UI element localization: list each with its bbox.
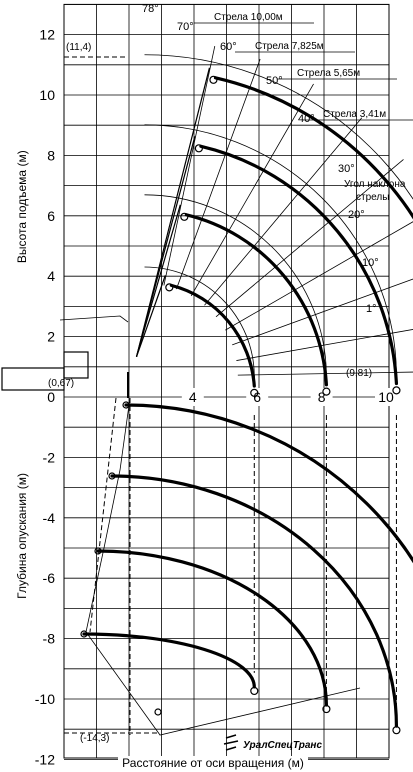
y-tick-label: 12 <box>39 27 55 43</box>
y-tick-label: 4 <box>47 268 55 284</box>
angle-ray <box>176 58 261 290</box>
reach-circle <box>144 194 327 374</box>
hook-mark <box>322 704 331 714</box>
lower-reach-curve <box>82 632 256 689</box>
tick-label-background <box>246 388 269 406</box>
hook-mark <box>122 401 130 409</box>
chart-grid <box>38 3 397 760</box>
hook-mark <box>180 212 189 221</box>
boom-line <box>135 204 181 357</box>
brand-logo-icon <box>223 734 239 751</box>
chart-marks <box>1 67 401 751</box>
angle-ray <box>237 371 413 376</box>
angle-label: 20° <box>348 209 365 221</box>
tick-label-background <box>310 388 333 406</box>
x-axis-title-background <box>118 756 308 770</box>
reach-circle <box>144 124 397 373</box>
angle-label: 30° <box>338 163 355 175</box>
hook-mark <box>154 708 162 716</box>
lower-reach-curve <box>124 403 413 564</box>
y-axis-title-lower: Глубина опускания (м) <box>15 473 29 599</box>
x-tick-label: 10 <box>378 389 394 405</box>
angle-label: 70° <box>177 21 194 33</box>
hook-mark <box>194 144 203 153</box>
tick-label-background <box>375 388 397 406</box>
x-tick-label: 8 <box>318 389 326 405</box>
angle-ray <box>236 329 413 361</box>
boom-line <box>135 275 166 357</box>
y-tick-label: -2 <box>43 449 56 465</box>
angle-title-line2: стрелы <box>356 192 389 203</box>
chart-labels: 12 10 8 6 4 2 0 -2 -4 -6 -8 -10 -12 4 6 8 10 Высота подъе… <box>15 3 406 770</box>
brand-name: УралСпецТранс <box>243 740 322 751</box>
point-annotation: (0,67) <box>48 378 74 389</box>
angle-ray <box>163 45 216 286</box>
hook-mark <box>94 547 102 555</box>
crane-column <box>63 351 89 379</box>
angle-label: 78° <box>142 3 159 15</box>
x-tick-label: 6 <box>253 389 261 405</box>
y-tick-label: -6 <box>43 570 56 586</box>
x-axis-title: Расстояние от оси вращения (м) <box>122 756 304 770</box>
hook-mark <box>250 686 259 696</box>
tick-label-background <box>181 388 204 406</box>
tick-label-background <box>38 388 60 406</box>
reach-circle <box>144 54 413 200</box>
angle-ray <box>225 221 413 331</box>
crane-base <box>1 367 65 391</box>
lower-boom-outline <box>85 397 361 736</box>
angle-label: 50° <box>266 75 283 87</box>
hook-mark <box>80 630 88 638</box>
angle-ray <box>204 117 363 306</box>
series-label: Стрела 7,825м <box>255 41 324 52</box>
hook-mark <box>165 283 174 292</box>
hook-mark <box>392 386 401 395</box>
boom-line <box>135 136 196 357</box>
x-tick-label: 4 <box>189 389 197 405</box>
hook-mark <box>108 472 116 480</box>
boom-drop-line <box>89 397 117 633</box>
hook-mark <box>209 75 218 84</box>
hook-mark <box>322 387 331 396</box>
angle-ray <box>190 83 314 297</box>
upper-reach-curve <box>184 213 329 387</box>
angle-label: 10° <box>362 257 379 269</box>
series-label: Стрела 5,65м <box>297 68 360 79</box>
y-tick-label: 8 <box>47 147 55 163</box>
y-tick-label: -12 <box>35 751 55 767</box>
y-tick-label: 0 <box>47 389 55 405</box>
point-annotation: (9,81) <box>346 368 372 379</box>
y-tick-label: 10 <box>39 87 55 103</box>
y-axis-title-upper: Высота подъема (м) <box>15 150 29 263</box>
hook-mark <box>250 388 259 397</box>
y-tick-label: -4 <box>43 510 56 526</box>
series-label: Стрела 10,00м <box>214 12 283 23</box>
y-tick-label: 6 <box>47 208 55 224</box>
point-annotation: (11,4) <box>66 42 91 53</box>
lower-reach-curve <box>96 549 329 707</box>
angle-label: 40° <box>298 113 315 125</box>
reach-circle <box>144 266 255 375</box>
angle-label: 1° <box>366 303 377 315</box>
angle-ray <box>232 278 413 346</box>
boom-reach-arcs <box>64 22 413 736</box>
lower-reach-curve <box>110 474 399 728</box>
upper-reach-curve <box>169 283 256 388</box>
angle-ray <box>215 159 404 318</box>
hook-mark <box>392 726 401 735</box>
crane-boom-folded <box>59 315 129 323</box>
angle-title-line1: Угол наклона <box>344 179 406 190</box>
y-tick-label: -8 <box>43 631 56 647</box>
point-annotation: (-14,3) <box>80 733 109 744</box>
series-label: Стрела 3,41м <box>323 109 386 120</box>
angle-label: 60° <box>220 41 237 53</box>
upper-reach-curve <box>213 76 413 220</box>
y-tick-label: -10 <box>35 691 55 707</box>
upper-reach-curve <box>199 144 399 386</box>
y-tick-label: 2 <box>47 329 55 345</box>
